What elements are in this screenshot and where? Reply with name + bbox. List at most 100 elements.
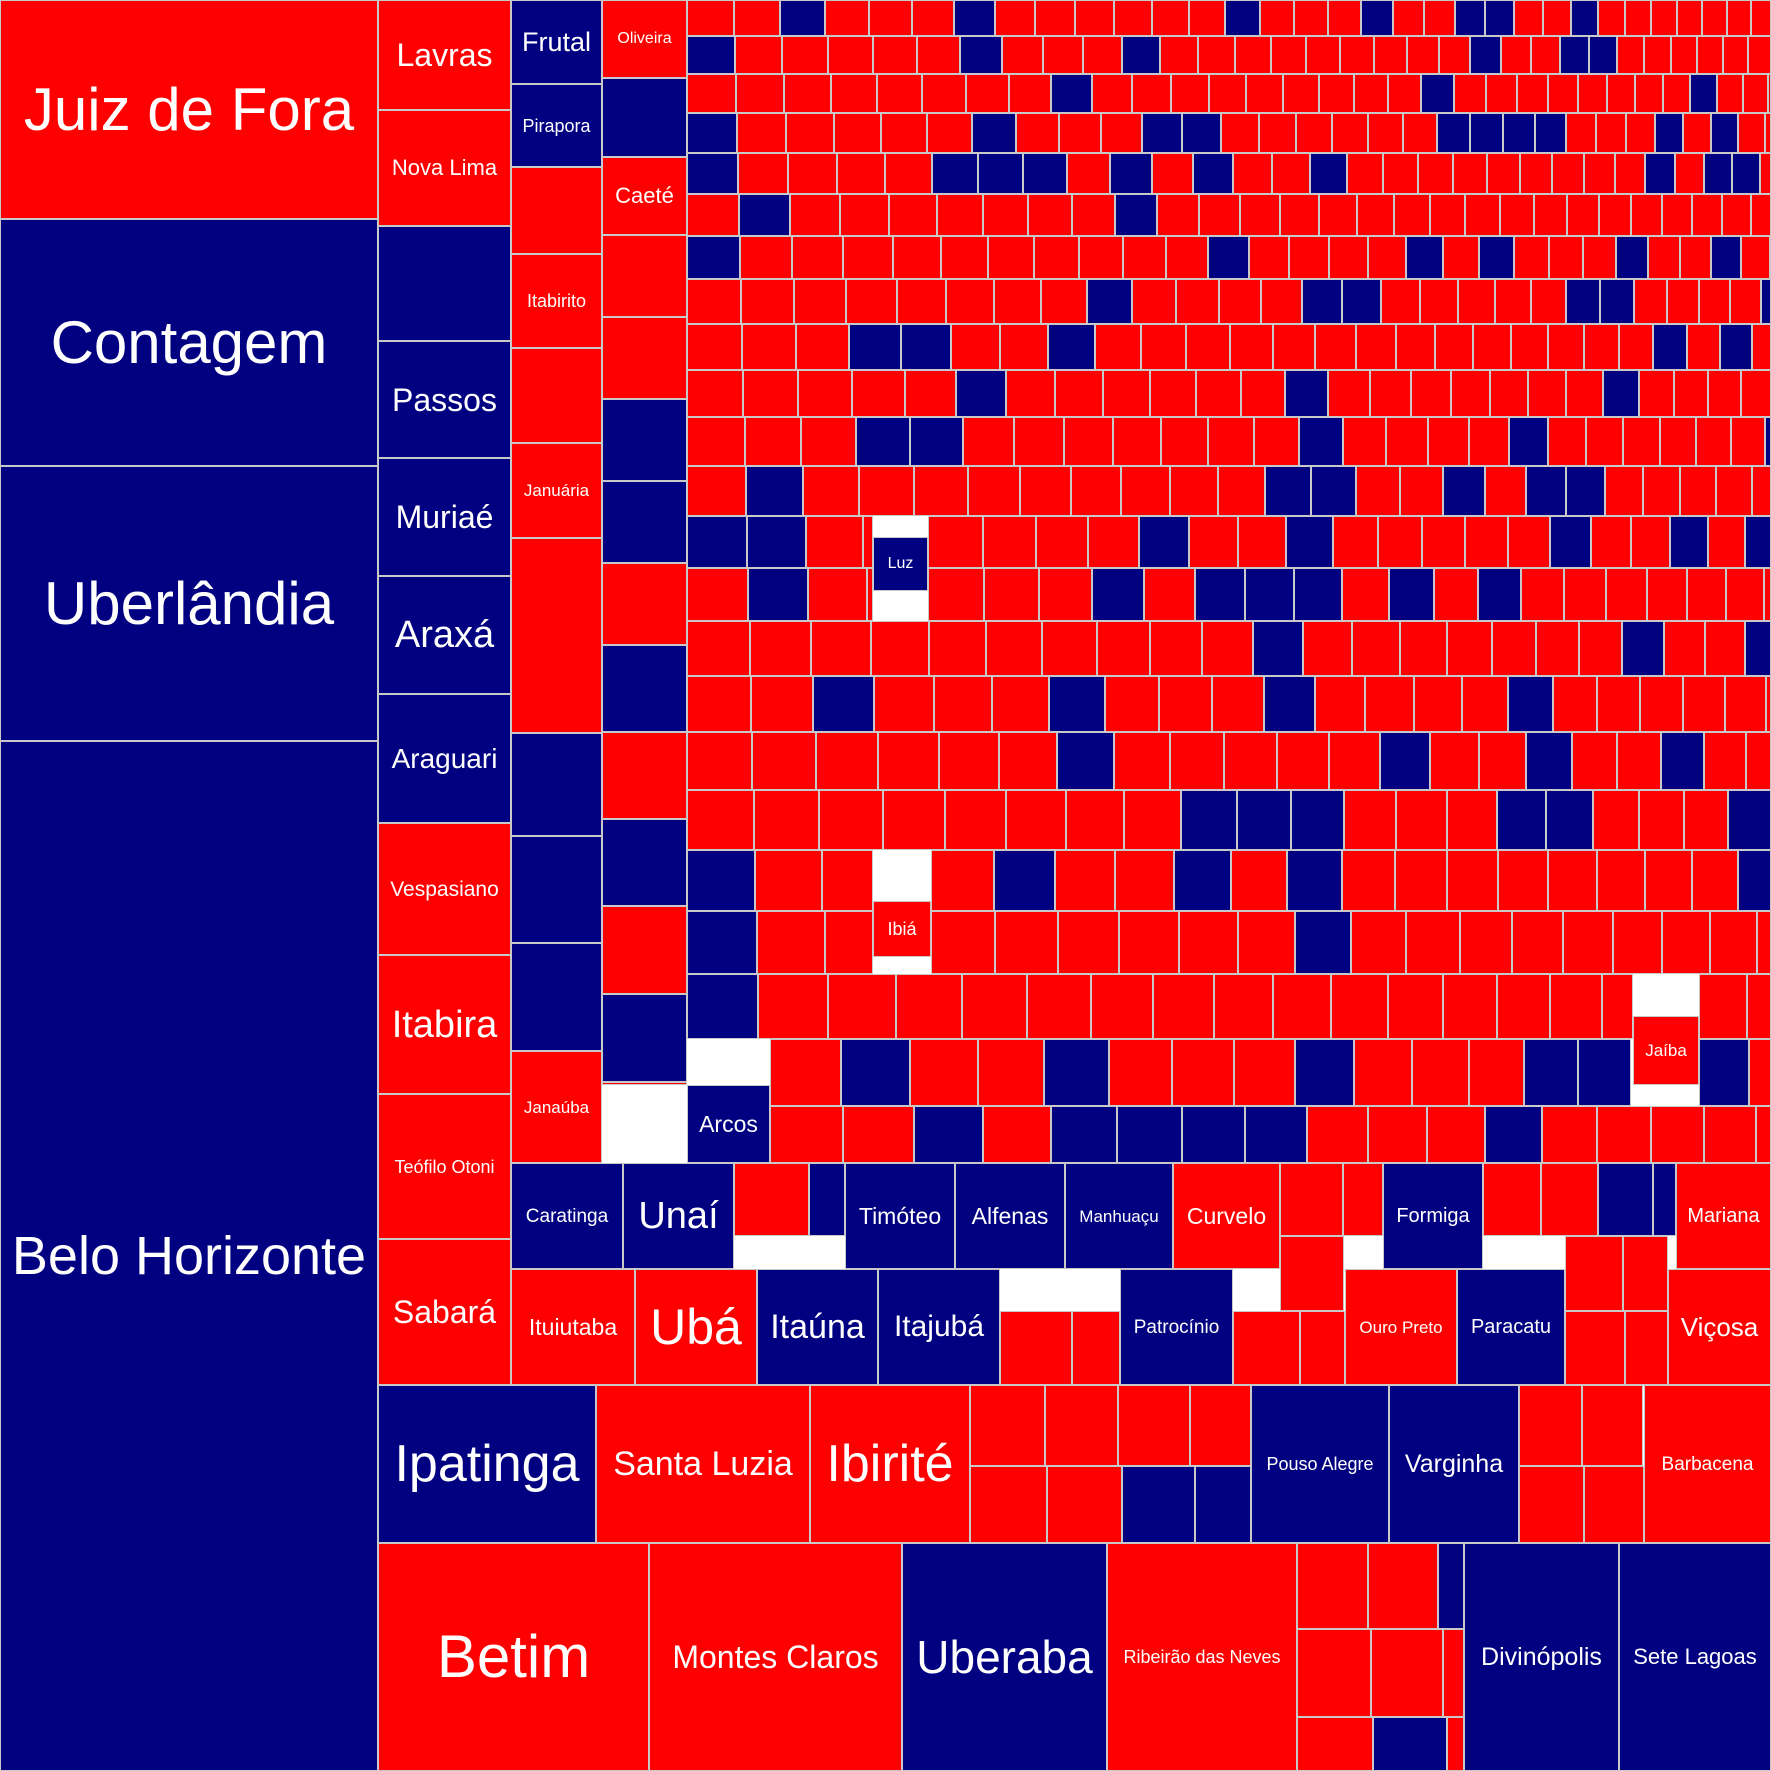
tile [1548, 417, 1586, 466]
tile [1193, 153, 1233, 194]
tile [1622, 621, 1664, 676]
tile [1064, 417, 1113, 466]
tile [1260, 0, 1294, 36]
tile [1584, 324, 1619, 370]
tile-label: Formiga [1396, 1205, 1470, 1227]
tile [1121, 466, 1170, 516]
tile [1132, 74, 1171, 113]
tile [1245, 1106, 1307, 1163]
tile [1295, 1039, 1354, 1106]
tile [1634, 279, 1667, 324]
tile [1487, 153, 1520, 194]
tile [1752, 466, 1771, 516]
tile [1760, 153, 1771, 194]
tile [1118, 1385, 1190, 1466]
tile [1605, 466, 1643, 516]
labeled-tile: Divinópolis [1464, 1543, 1619, 1771]
tile-label: Itaúna [770, 1308, 865, 1346]
tile [1231, 850, 1287, 911]
tile-label: Caratinga [525, 1205, 609, 1227]
tile [1157, 194, 1199, 236]
tile-label: Varginha [1404, 1449, 1504, 1478]
tile [1687, 568, 1726, 621]
tile [1492, 621, 1536, 676]
tile [1311, 466, 1356, 516]
tile [792, 236, 843, 279]
tile [1075, 0, 1114, 36]
tile [738, 153, 788, 194]
tile [1287, 850, 1342, 911]
tile [1526, 466, 1566, 516]
tile [1016, 113, 1059, 153]
tile-label: Jaíba [1645, 1041, 1687, 1060]
tile [602, 317, 687, 399]
tile [1704, 1106, 1756, 1163]
tile-label: Uberaba [916, 1631, 1093, 1683]
tile [790, 194, 840, 236]
tile [1447, 1717, 1464, 1771]
tile [1233, 153, 1272, 194]
tile [1110, 153, 1152, 194]
labeled-tile: Lavras [378, 0, 511, 110]
tile [1115, 850, 1174, 911]
tile [1662, 911, 1710, 974]
tile-label: Belo Horizonte [11, 1226, 367, 1286]
tile [1437, 113, 1470, 153]
labeled-tile: Contagem [0, 219, 378, 466]
tile [1443, 1629, 1464, 1717]
tile [1640, 676, 1683, 732]
tile-label: Montes Claros [672, 1639, 879, 1675]
tile [1549, 236, 1583, 279]
tile [1389, 568, 1434, 621]
tile-label: Uberlândia [43, 569, 335, 637]
tile [825, 911, 873, 974]
tile [811, 621, 871, 676]
tile [1434, 568, 1478, 621]
tile [999, 732, 1057, 790]
tile [1132, 279, 1176, 324]
tile [1639, 370, 1674, 417]
tile [1000, 324, 1048, 370]
tile [1291, 790, 1344, 850]
tile [1189, 0, 1225, 36]
tile [1766, 676, 1771, 732]
tile [1571, 0, 1598, 36]
tile [1141, 324, 1186, 370]
tile [1067, 153, 1110, 194]
tile [889, 194, 937, 236]
tile [825, 0, 869, 36]
tile [983, 194, 1028, 236]
tile [1381, 279, 1420, 324]
tile [1717, 74, 1743, 113]
tile [1027, 974, 1091, 1039]
tile [1443, 466, 1485, 516]
tile [1751, 194, 1771, 236]
tile [1199, 194, 1240, 236]
tile [1563, 911, 1613, 974]
tile [1221, 113, 1259, 153]
tile-label: Mariana [1687, 1205, 1760, 1227]
tile [1511, 324, 1548, 370]
tile [1645, 153, 1675, 194]
tile [1699, 279, 1730, 324]
tile [1683, 113, 1711, 153]
tile-label: Unaí [638, 1195, 719, 1237]
tile [995, 911, 1058, 974]
tile [1741, 370, 1771, 417]
tile [1219, 279, 1261, 324]
labeled-tile: Itabira [378, 955, 511, 1094]
tile [602, 994, 687, 1082]
tile [1427, 1106, 1485, 1163]
tile [1035, 0, 1075, 36]
tile-label: Paracatu [1470, 1316, 1552, 1338]
tile [1710, 911, 1757, 974]
tile-label: Divinópolis [1481, 1642, 1602, 1671]
tile [1280, 194, 1319, 236]
tile [788, 153, 837, 194]
tile [1195, 568, 1245, 621]
tile [1357, 194, 1394, 236]
labeled-tile: Itaúna [757, 1269, 878, 1385]
tile [1123, 236, 1166, 279]
tile [734, 0, 780, 36]
tile [1344, 790, 1396, 850]
